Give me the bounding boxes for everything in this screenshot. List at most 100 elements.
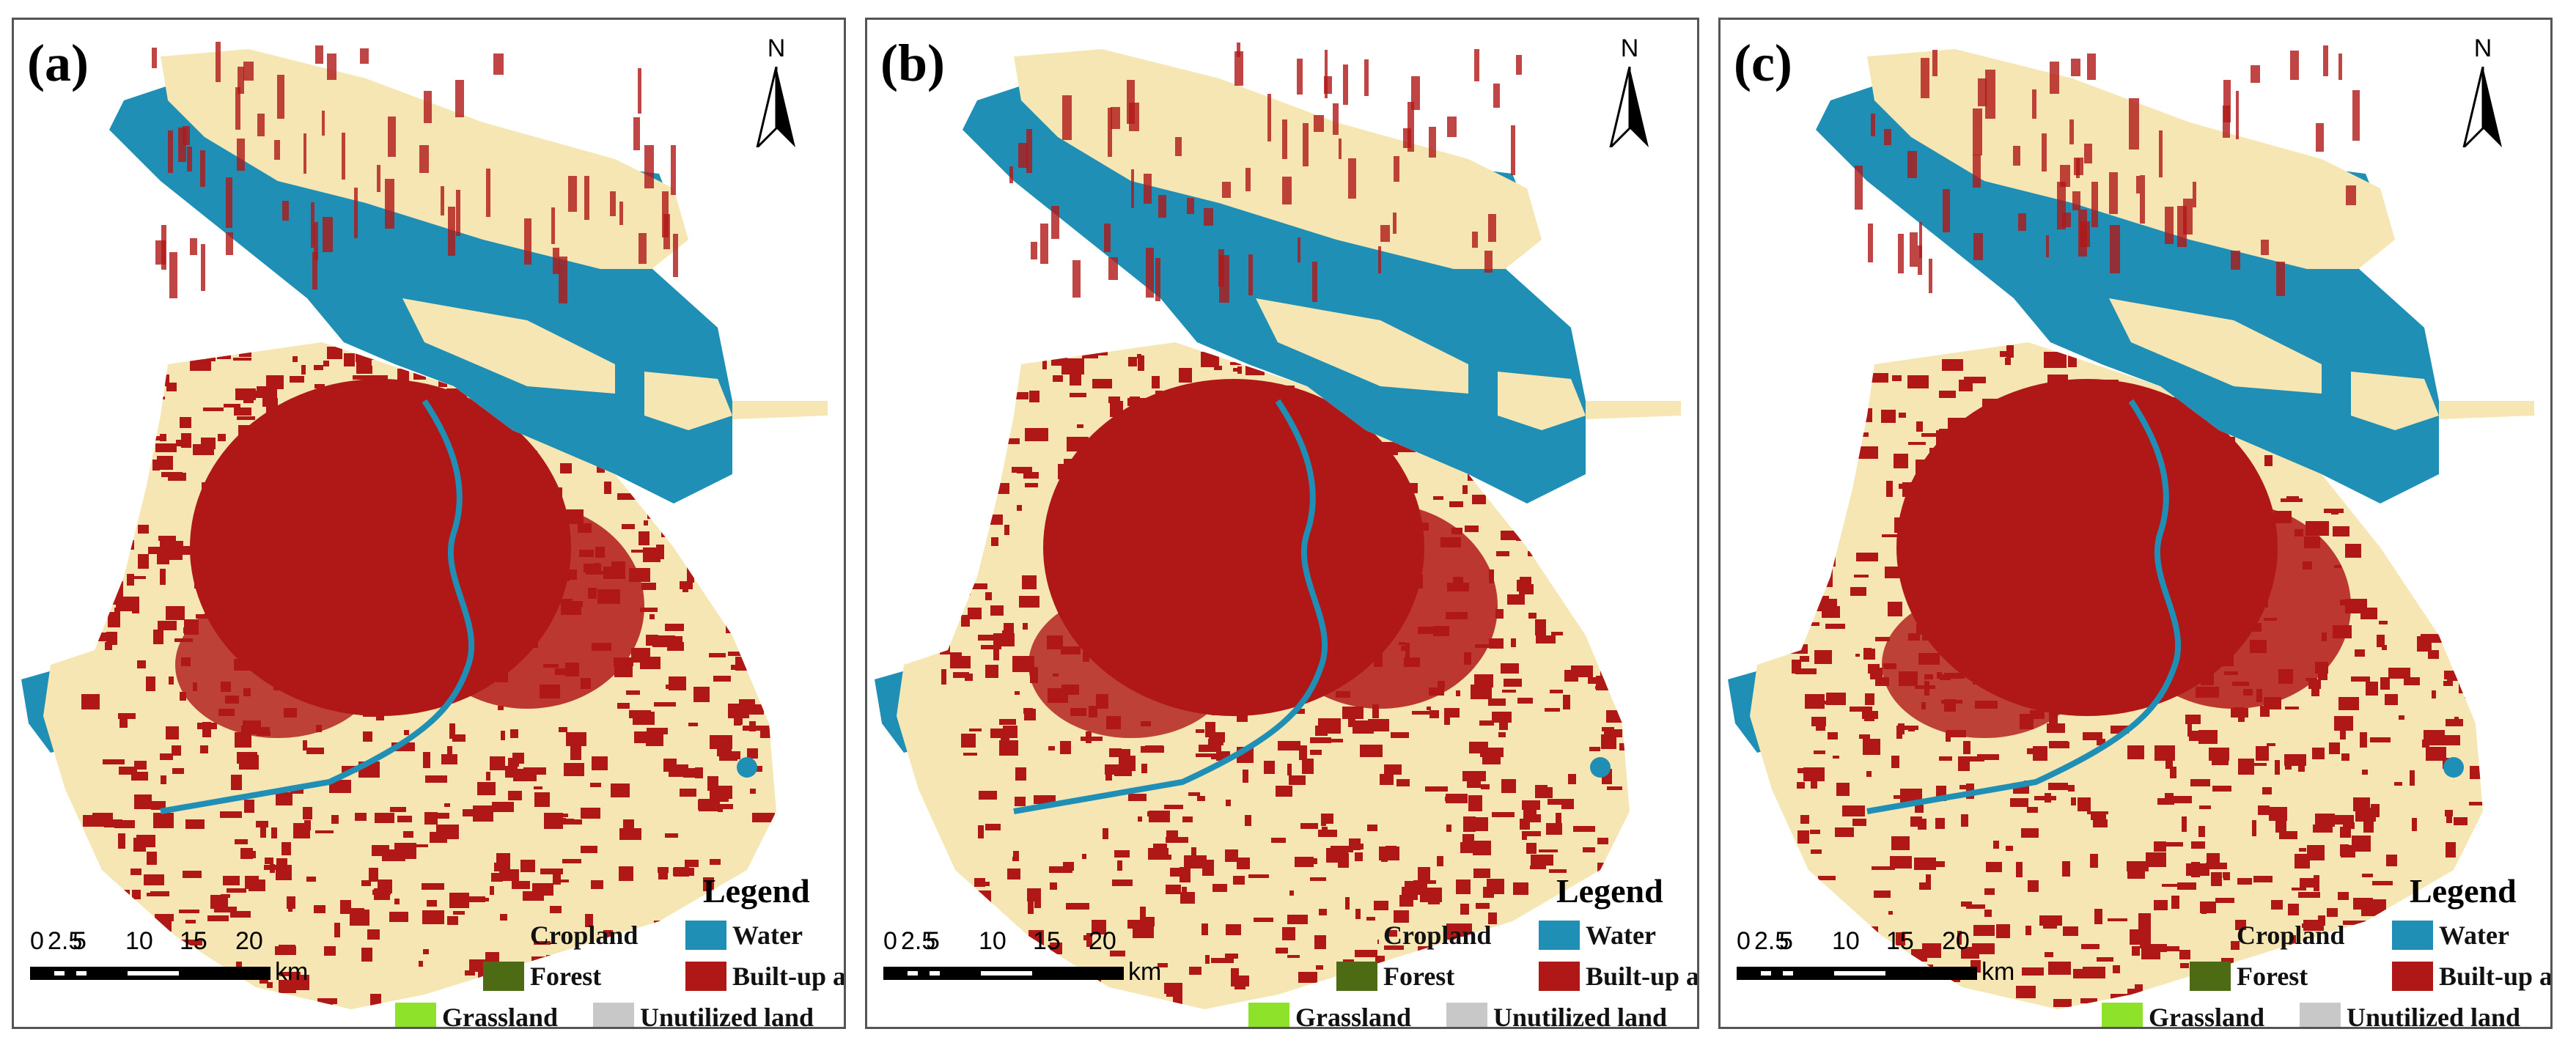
panel-label: (b) [880,34,945,92]
north-arrow: N [747,34,806,152]
legend-item-label: Grassland [442,1003,559,1029]
scale-tick-label: 15 [1033,927,1061,955]
legend-item-label: Built-up area [732,962,846,991]
scale-tick-label: 0 [30,927,44,955]
legend-item: Unutilized land [2300,1002,2521,1029]
pier [1586,401,1681,419]
legend-item-label: Cropland [530,921,639,950]
scale-tick-label: 2.5 [48,927,83,955]
north-label: N [2473,34,2492,62]
dishui-lake [1590,757,1611,778]
legend-swatch [1446,1003,1487,1027]
legend-swatch [2392,962,2433,991]
legend-item-label: Cropland [1383,921,1492,950]
legend-item-label: Built-up area [2439,962,2553,991]
legend-item-label: Unutilized land [1493,1003,1668,1029]
legend-item: Cropland [1336,920,1491,951]
scale-bar: 0 2.5 5 10 15 20 km [26,927,308,1000]
legend-item: Water [685,920,803,951]
changxing-island [1256,298,1468,394]
legend-swatch [1539,921,1580,950]
huangpu-river [160,399,475,814]
legend-swatch [2300,1003,2341,1027]
legend-swatch [1539,962,1580,991]
north-arrow-icon [2462,67,2502,147]
legend-title: Legend [2410,872,2517,910]
pier [2439,401,2534,419]
panel-label: (a) [27,34,89,92]
scale-bar-graphic [1737,967,1977,980]
scale-bar-graphic [883,967,1124,980]
north-arrow: N [1600,34,1659,152]
scale-bar: 0 2.5 5 10 15 20 km [879,927,1162,1000]
legend-swatch [1336,921,1377,950]
land-use-map [875,43,1681,1009]
scale-tick-label: 10 [125,927,153,955]
legend-item-label: Unutilized land [2347,1003,2521,1029]
legend-item: Water [1539,920,1656,951]
legend-item: Forest [483,961,601,992]
legend-item: Cropland [483,920,638,951]
scale-bar-graphic [30,967,271,980]
legend-item-label: Unutilized land [640,1003,814,1029]
scale-tick-label: 2.5 [1754,927,1789,955]
north-arrow-icon [1609,67,1649,147]
legend-item: Unutilized land [1446,1002,1668,1029]
legend-swatch [593,1003,634,1027]
legend-swatch [2190,962,2231,991]
scale-tick-label: 5 [1779,927,1793,955]
dishui-lake [737,757,757,778]
legend-item-label: Built-up area [1586,962,1699,991]
chongming-island [1867,49,2395,269]
scale-tick-label: 15 [1886,927,1914,955]
scale-tick-label: 10 [979,927,1007,955]
scale-unit: km [1128,958,1162,986]
changxing-island [402,298,615,394]
legend-item-label: Forest [2237,962,2308,991]
scale-tick-label: 0 [1737,927,1751,955]
legend-item: Cropland [2190,920,2344,951]
scale-tick-label: 0 [883,927,897,955]
legend-item-label: Grassland [1295,1003,1412,1029]
legend-swatch [1248,1003,1289,1027]
legend-item: Forest [1336,961,1454,992]
legend-swatch [483,962,524,991]
map-panel: (c) N Legend Cropland Water Forest Built… [1718,18,2553,1029]
legend-title: Legend [703,872,810,910]
pier [732,401,828,419]
legend-item: Water [2392,920,2509,951]
scale-tick-label: 2.5 [901,927,936,955]
hengsha-island [644,372,732,430]
legend-swatch [685,962,726,991]
legend-item: Grassland [395,1002,559,1029]
legend-swatch [1336,962,1377,991]
land-use-map [21,42,828,1009]
legend-item: Forest [2190,961,2308,992]
legend-swatch [2392,921,2433,950]
scale-tick-label: 20 [1089,927,1116,955]
legend-title: Legend [1556,872,1663,910]
hengsha-island [2351,372,2439,430]
hengsha-island [1498,372,1586,430]
scale-tick-label: 5 [73,927,87,955]
legend-item: Built-up area [685,961,846,992]
scale-bar: 0 2.5 5 10 15 20 km [1732,927,2015,1000]
chongming-island [1014,49,1542,269]
huangpu-river [1866,399,2182,814]
legend-item-label: Water [732,921,803,950]
scale-tick-label: 20 [1942,927,1970,955]
legend-swatch [395,1003,436,1027]
legend-item-label: Water [1586,921,1656,950]
legend-swatch [2102,1003,2143,1027]
scale-tick-label: 15 [180,927,207,955]
changxing-island [2109,298,2322,394]
legend-item: Unutilized land [593,1002,814,1029]
legend-swatch [483,921,524,950]
huangpu-river [1013,399,1328,814]
scale-unit: km [1981,958,2015,986]
north-label: N [767,34,786,62]
scale-tick-label: 10 [1832,927,1860,955]
north-arrow: N [2454,34,2512,152]
legend-item: Built-up area [1539,961,1699,992]
map-panel: (b) N Legend Cropland Water Forest Built… [865,18,1699,1029]
